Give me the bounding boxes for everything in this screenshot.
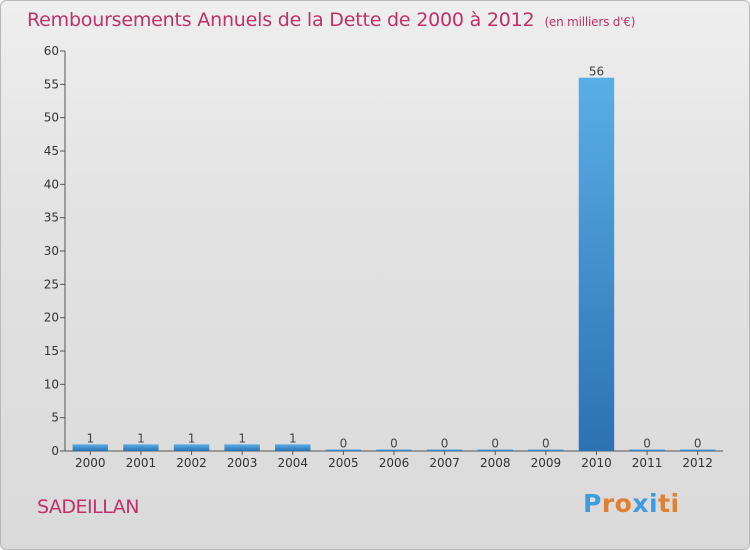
bar-2006 [376,449,412,451]
bar-2012 [679,449,716,451]
bar-2011 [629,449,665,451]
data-label: 0 [340,437,348,451]
bar-2005 [325,449,362,451]
x-tick-label: 2005 [328,456,359,470]
logo-letter: x [632,489,649,518]
y-tick-label: 25 [44,277,59,291]
bar-2008 [477,449,513,451]
y-tick-label: 30 [44,244,59,258]
logo-letter: o [614,489,633,518]
y-tick-label: 5 [51,411,59,425]
data-label: 0 [491,437,499,451]
commune-name: SADEILLAN [37,496,139,518]
x-tick-label: 2002 [176,456,207,470]
bar-2009 [528,449,564,451]
data-label: 0 [441,437,449,451]
x-tick-label: 2012 [682,456,713,470]
x-tick-label: 2004 [277,456,308,470]
logo-letter: t [658,489,671,518]
x-tick-label: 2003 [227,456,258,470]
x-tick-label: 2009 [531,456,562,470]
data-label: 1 [188,431,196,445]
y-tick-label: 40 [44,177,59,191]
data-label: 0 [542,437,550,451]
y-tick-label: 35 [44,211,59,225]
data-label: 1 [238,431,246,445]
data-label: 0 [643,437,651,451]
bar-2007 [426,449,463,451]
y-tick-label: 45 [44,144,59,158]
bar-2000 [72,444,109,451]
data-label: 1 [289,431,297,445]
data-label: 0 [694,437,702,451]
chart-title-text: Remboursements Annuels de la Dette de 20… [27,9,535,31]
x-tick-label: 2011 [632,456,663,470]
bar-2003 [224,444,260,451]
bar-2004 [275,444,311,451]
logo-letter: r [601,489,615,518]
x-tick-label: 2008 [480,456,511,470]
y-tick-label: 10 [44,377,59,391]
bar-2002 [173,444,210,451]
y-tick-label: 20 [44,311,59,325]
x-tick-label: 2006 [379,456,410,470]
logo-letter: i [670,489,680,518]
data-label: 1 [86,431,94,445]
y-tick-label: 55 [44,77,59,91]
proxiti-logo: Proxiti [583,489,680,518]
y-tick-label: 0 [51,444,59,458]
data-label: 56 [589,65,604,79]
x-tick-label: 2000 [75,456,106,470]
bar-2001 [123,444,159,451]
logo-letter: i [649,489,659,518]
chart-unit: (en milliers d'€) [544,15,636,29]
data-label: 0 [390,437,398,451]
x-tick-label: 2007 [429,456,460,470]
chart-title: Remboursements Annuels de la Dette de 20… [27,9,635,31]
y-tick-label: 60 [44,44,59,58]
bar-2010 [578,77,615,452]
y-tick-label: 15 [44,344,59,358]
data-label: 1 [137,431,145,445]
x-tick-label: 2010 [581,456,612,470]
logo-letter: P [583,489,602,518]
x-tick-label: 2001 [126,456,157,470]
y-tick-label: 50 [44,111,59,125]
